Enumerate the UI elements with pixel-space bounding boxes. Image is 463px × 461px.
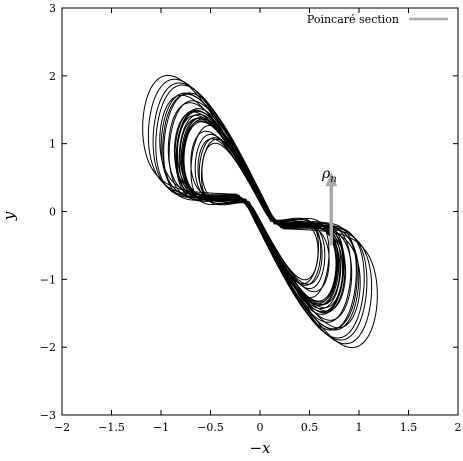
legend-label-poincare: Poincaré section: [307, 13, 399, 26]
y-ticks: −3 −2 −1 0 1 2 3: [40, 2, 458, 422]
trajectory-loop: [182, 118, 338, 305]
y-tick-label: 0: [49, 206, 56, 219]
x-ticks: −2 −1.5 −1 −0.5 0 0.5 1 1.5 2: [54, 8, 462, 434]
legend: Poincaré section: [307, 13, 448, 26]
x-tick-label: 0.5: [301, 421, 319, 434]
trajectory-loop: [190, 130, 330, 293]
trajectory-loop: [142, 74, 378, 349]
y-tick-label: 2: [49, 70, 56, 83]
trajectory-loop: [176, 110, 344, 313]
rho-subscript: n: [330, 174, 336, 185]
rho-symbol: ρ: [321, 166, 331, 182]
trajectory-loop: [168, 100, 352, 323]
y-tick-label: −1: [40, 273, 56, 286]
x-tick-label: 0: [257, 421, 264, 434]
x-tick-label: −0.5: [197, 421, 224, 434]
trajectory-loop: [173, 111, 347, 312]
trajectory-loop: [155, 84, 365, 339]
x-tick-label: −1.5: [98, 421, 125, 434]
trajectory-loop: [167, 102, 353, 321]
x-tick-label: −1: [153, 421, 169, 434]
poincare-section-arrowhead: [325, 172, 338, 187]
trajectory-loop: [163, 92, 357, 331]
trajectory-loop: [162, 93, 358, 330]
x-tick-label: 1.5: [400, 421, 418, 434]
trajectory-loop: [182, 120, 338, 303]
trajectory-loop: [181, 117, 339, 306]
x-tick-label: 1: [356, 421, 363, 434]
rho-n-annotation: ρn: [321, 166, 337, 185]
trajectory-loop: [152, 82, 368, 341]
plot-frame: [61, 7, 459, 416]
x-axis-label: −x: [249, 439, 271, 457]
y-tick-label: 3: [49, 2, 56, 15]
trajectory-loop: [174, 109, 346, 314]
trajectory-loop: [194, 133, 326, 290]
poincare-section-arrow: [325, 172, 338, 246]
y-axis-label: y: [0, 211, 18, 221]
trajectory-loop: [198, 137, 322, 286]
attractor-trajectory: [142, 74, 378, 349]
y-tick-label: −2: [40, 341, 56, 354]
x-tick-label: −2: [54, 421, 70, 434]
y-tick-label: −3: [40, 409, 56, 422]
y-tick-label: 1: [49, 138, 56, 151]
trajectory-loop: [201, 142, 319, 281]
trajectory-loop: [201, 138, 319, 285]
x-tick-label: 2: [455, 421, 462, 434]
trajectory-loop: [176, 114, 344, 309]
trajectory-loop: [197, 138, 323, 285]
trajectory-loop: [179, 117, 341, 306]
trajectory-loop: [175, 108, 345, 315]
trajectory-loop: [178, 113, 342, 310]
trajectory-loop: [159, 94, 361, 329]
trajectory-loop: [190, 124, 330, 299]
